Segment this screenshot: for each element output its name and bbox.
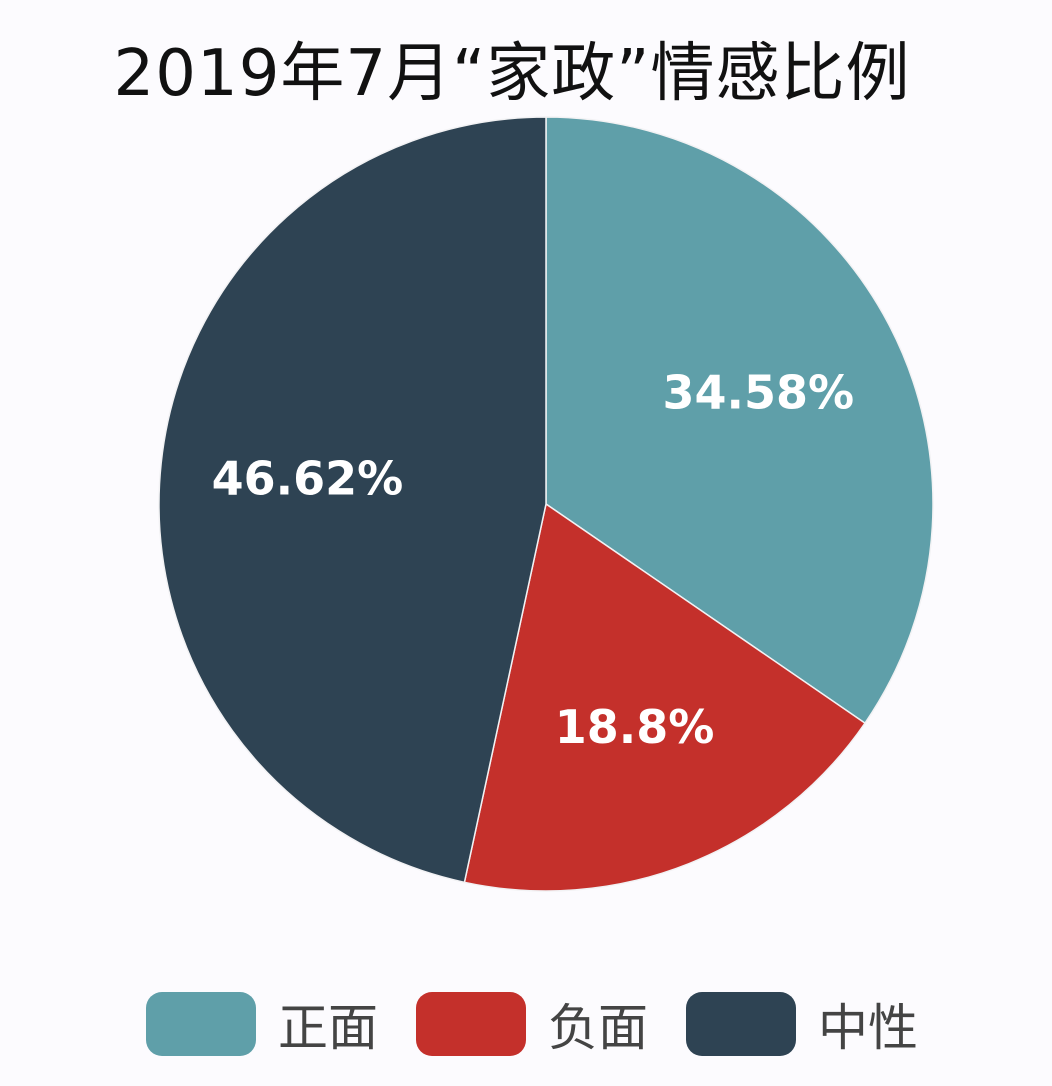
legend-item-neutral: 中性 (686, 988, 918, 1060)
legend-swatch-neutral (686, 992, 796, 1056)
legend-label-neutral: 中性 (818, 999, 918, 1057)
pie-chart: 34.58% 18.8% 46.62% (158, 116, 934, 892)
legend-swatch-negative (416, 992, 526, 1056)
data-label-negative: 18.8% (555, 700, 715, 754)
legend-label-negative: 负面 (548, 999, 648, 1057)
data-label-positive: 34.58% (663, 365, 855, 419)
legend-swatch-positive (146, 992, 256, 1056)
chart-title: 2019年7月“家政”情感比例 (113, 37, 911, 111)
legend-item-positive: 正面 (146, 988, 378, 1060)
pie-slice-neutral (158, 116, 547, 884)
pie-labels: 34.58% 18.8% 46.62% (212, 365, 855, 754)
legend-label-positive: 正面 (278, 999, 378, 1057)
pie-slice-positive (545, 116, 934, 725)
legend-item-negative: 负面 (416, 988, 648, 1060)
data-label-neutral: 46.62% (212, 452, 404, 506)
legend: 正面 负面 中性 (146, 988, 956, 1060)
pie-slices (158, 116, 934, 892)
pie-slice-negative (463, 502, 867, 892)
